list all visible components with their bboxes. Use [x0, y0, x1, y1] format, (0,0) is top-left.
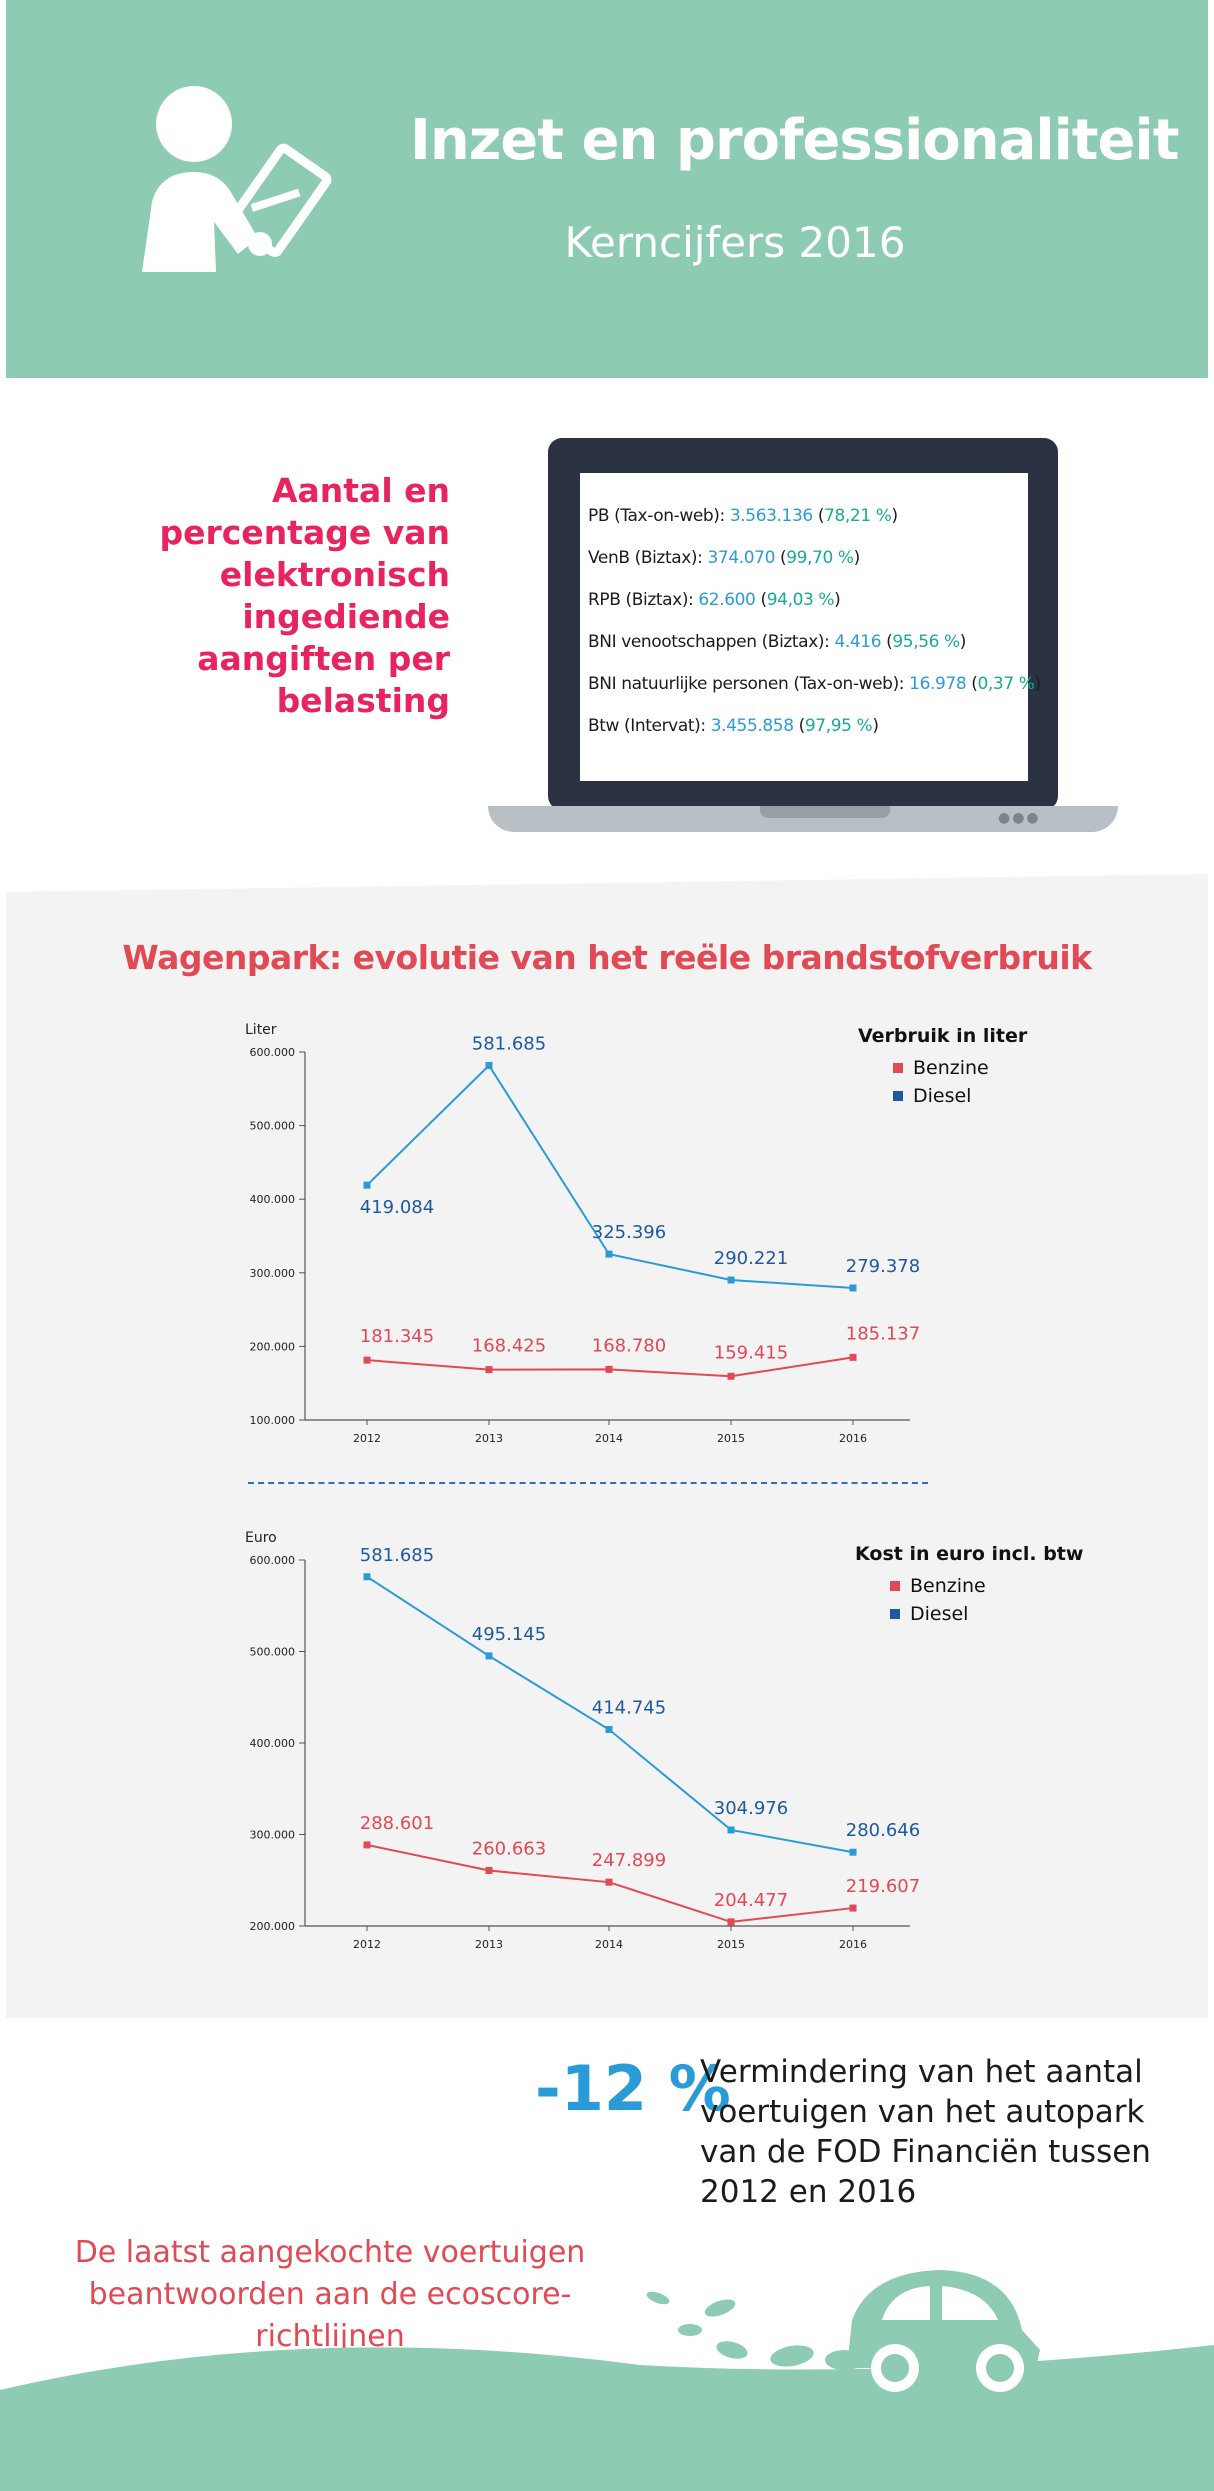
- y-tick-label: 300.000: [250, 1267, 296, 1280]
- data-label: 204.477: [714, 1890, 788, 1911]
- data-label: 288.601: [360, 1813, 434, 1834]
- data-label: 247.899: [592, 1850, 666, 1871]
- y-tick-label: 100.000: [250, 1414, 296, 1427]
- legend-swatch: [893, 1091, 903, 1101]
- y-tick-label: 600.000: [250, 1046, 296, 1059]
- y-tick-label: 200.000: [250, 1340, 296, 1353]
- data-point: [605, 1250, 613, 1258]
- y-tick-label: 200.000: [250, 1920, 296, 1933]
- data-point: [849, 1848, 857, 1856]
- y-tick-label: 300.000: [250, 1829, 296, 1842]
- chart-section-bg: [6, 874, 1208, 2018]
- car-icon: [848, 2270, 1040, 2392]
- data-label: 279.378: [846, 1256, 920, 1277]
- y-axis-label: Euro: [245, 1530, 277, 1546]
- x-tick-label: 2015: [717, 1938, 745, 1951]
- laptop-notch: [760, 806, 890, 818]
- data-point: [605, 1726, 613, 1734]
- aangifte-row: VenB (Biztax): 374.070 (99,70 %): [588, 548, 860, 568]
- data-label: 414.745: [592, 1698, 666, 1719]
- data-label: 185.137: [846, 1323, 920, 1344]
- x-tick-label: 2015: [717, 1432, 745, 1445]
- y-tick-label: 400.000: [250, 1737, 296, 1750]
- data-point: [727, 1918, 735, 1926]
- aangifte-row: BNI venootschappen (Biztax): 4.416 (95,5…: [588, 632, 967, 652]
- legend-swatch: [890, 1581, 900, 1591]
- y-tick-label: 600.000: [250, 1554, 296, 1567]
- data-point: [485, 1652, 493, 1660]
- chart-liter: Liter 600.000 500.000 400.000 300.000 200.000…: [245, 1022, 1028, 1445]
- data-point: [727, 1826, 735, 1834]
- data-label: 304.976: [714, 1798, 788, 1819]
- data-point: [363, 1573, 371, 1581]
- data-point: [849, 1353, 857, 1361]
- legend-swatch: [893, 1063, 903, 1073]
- legend-title: Kost in euro incl. btw: [855, 1543, 1083, 1565]
- page-title: Inzet en professionaliteit: [410, 108, 1180, 173]
- data-point: [727, 1372, 735, 1380]
- data-point: [363, 1841, 371, 1849]
- x-tick-label: 2012: [353, 1938, 381, 1951]
- data-point: [485, 1061, 493, 1069]
- laptop-dots: ●●●: [998, 810, 1041, 826]
- y-axis-label: Liter: [245, 1022, 277, 1038]
- x-tick-label: 2016: [839, 1938, 867, 1951]
- aangifte-row: RPB (Biztax): 62.600 (94,03 %): [588, 590, 841, 610]
- y-tick-label: 500.000: [250, 1120, 296, 1133]
- chart-divider: [248, 1482, 928, 1484]
- data-point: [727, 1276, 735, 1284]
- chart-section-title: Wagenpark: evolutie van het reële brands…: [122, 938, 1092, 977]
- reduction-percentage: -12 %: [535, 2052, 731, 2125]
- x-tick-label: 2014: [595, 1432, 623, 1445]
- data-point: [363, 1356, 371, 1364]
- reduction-text: Vermindering van het aantal voertuigen v…: [700, 2054, 1151, 2210]
- data-label: 280.646: [846, 1820, 920, 1841]
- bottom-landscape: [0, 2270, 1214, 2491]
- legend-item: Benzine: [910, 1575, 986, 1597]
- data-label: 581.685: [472, 1033, 546, 1054]
- data-point: [849, 1904, 857, 1912]
- x-tick-label: 2016: [839, 1432, 867, 1445]
- legend-item: Diesel: [913, 1085, 971, 1107]
- data-point: [363, 1181, 371, 1189]
- x-tick-label: 2012: [353, 1432, 381, 1445]
- page-subtitle: Kerncijfers 2016: [564, 218, 906, 267]
- data-label: 181.345: [360, 1326, 434, 1347]
- aangifte-row: Btw (Intervat): 3.455.858 (97,95 %): [588, 716, 879, 736]
- data-label: 581.685: [360, 1545, 434, 1566]
- legend-swatch: [890, 1609, 900, 1619]
- data-label: 495.145: [472, 1624, 546, 1645]
- data-label: 325.396: [592, 1222, 666, 1243]
- data-point: [485, 1866, 493, 1874]
- x-tick-label: 2014: [595, 1938, 623, 1951]
- legend-title: Verbruik in liter: [858, 1025, 1028, 1047]
- data-label: 219.607: [846, 1876, 920, 1897]
- data-point: [605, 1365, 613, 1373]
- data-label: 168.425: [472, 1336, 546, 1357]
- data-label: 260.663: [472, 1838, 546, 1859]
- person-writing-icon: [142, 86, 332, 272]
- data-label: 168.780: [592, 1335, 666, 1356]
- legend-item: Benzine: [913, 1057, 989, 1079]
- x-tick-label: 2013: [475, 1938, 503, 1951]
- data-point: [849, 1284, 857, 1292]
- data-label: 159.415: [714, 1342, 788, 1363]
- legend-item: Diesel: [910, 1603, 968, 1625]
- y-tick-label: 500.000: [250, 1646, 296, 1659]
- laptop-screen: [580, 473, 1028, 781]
- aangifte-row: PB (Tax-on-web): 3.563.136 (78,21 %): [588, 506, 898, 526]
- data-point: [605, 1878, 613, 1886]
- y-tick-label: 400.000: [250, 1193, 296, 1206]
- chart-euro: Euro 600.000 500.000 400.000 300.000 200.000 2…: [245, 1530, 1083, 1951]
- x-tick-label: 2013: [475, 1432, 503, 1445]
- aangiften-heading: Aantal en percentage van elektronisch in…: [159, 471, 450, 720]
- data-label: 290.221: [714, 1248, 788, 1269]
- aangifte-row: BNI natuurlijke personen (Tax-on-web): 1…: [588, 674, 1041, 694]
- data-label: 419.084: [360, 1197, 434, 1218]
- data-point: [485, 1366, 493, 1374]
